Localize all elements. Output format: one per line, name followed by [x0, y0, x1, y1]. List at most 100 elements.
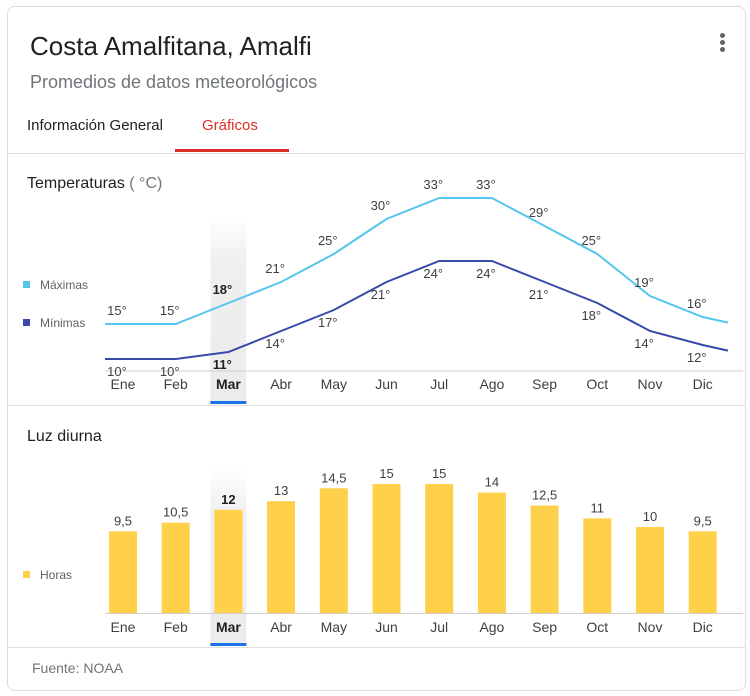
temperature-chart-title: Temperaturas — [27, 175, 125, 192]
max-temperature-label: 33° — [476, 177, 496, 192]
daylight-value-label: 10,5 — [163, 505, 188, 520]
daylight-bar — [425, 484, 454, 613]
max-temperature-label: 19° — [634, 275, 654, 290]
max-temperature-label: 33° — [423, 177, 443, 192]
selected-month-indicator — [210, 643, 247, 646]
daylight-month-label: Dic — [693, 619, 713, 635]
daylight-month-label: Nov — [638, 619, 663, 635]
daylight-value-label: 15 — [432, 466, 446, 481]
active-tab-indicator — [175, 149, 289, 152]
daylight-value-label: 9,5 — [114, 513, 132, 528]
max-temperature-label: 30° — [371, 198, 391, 213]
temperature-month-label: Ene — [111, 376, 136, 392]
daylight-month-label: Ene — [111, 619, 136, 635]
page-subtitle: Promedios de datos meteorológicos — [30, 72, 318, 92]
legend-swatch-horas — [23, 571, 30, 578]
max-temperature-line — [105, 197, 729, 325]
daylight-bar — [636, 527, 664, 613]
min-temperature-label: 12° — [687, 350, 707, 365]
temperature-month-label: Mar — [216, 376, 241, 392]
daylight-month-label: Feb — [164, 619, 188, 635]
daylight-section-title: Luz diurna — [27, 428, 102, 446]
min-temperature-label: 11° — [213, 357, 232, 372]
legend-label-max: Máximas — [40, 278, 88, 292]
daylight-value-label: 11 — [591, 500, 605, 515]
daylight-value-label: 9,5 — [694, 513, 712, 528]
max-temperature-label: 25° — [318, 233, 338, 248]
tab-informacion-general[interactable]: Información General — [27, 117, 163, 134]
daylight-bar — [530, 505, 559, 613]
temperature-section-title: Temperaturas ( °C) — [27, 175, 162, 193]
tabs-divider — [8, 153, 745, 154]
page-title: Costa Amalfitana, Amalfi — [30, 31, 312, 61]
daylight-bar — [583, 518, 612, 613]
daylight-month-label: Jun — [375, 619, 398, 635]
daylight-month-label: Jul — [430, 619, 448, 635]
selected-month-highlight — [210, 217, 247, 401]
temperature-month-label: Jun — [375, 376, 398, 392]
daylight-chart-title: Luz diurna — [27, 428, 102, 445]
temperature-month-label: Jul — [430, 376, 448, 392]
daylight-value-label: 15 — [379, 466, 393, 481]
selected-month-indicator — [210, 401, 247, 404]
min-temperature-label: 10° — [107, 364, 127, 379]
temperature-month-label: Abr — [270, 376, 292, 392]
more-vert-icon[interactable] — [719, 33, 725, 53]
daylight-month-label: Mar — [216, 619, 241, 635]
max-temperature-label: 16° — [687, 296, 707, 311]
daylight-bar — [109, 531, 137, 613]
daylight-bar — [477, 492, 506, 613]
temperature-month-label: May — [321, 376, 347, 392]
max-temperature-label: 18° — [213, 282, 233, 297]
min-temperature-line — [105, 260, 729, 360]
max-temperature-label: 21° — [265, 261, 285, 276]
section-divider — [8, 405, 745, 406]
temperature-month-label: Sep — [532, 376, 557, 392]
max-temperature-label: 15° — [160, 303, 180, 318]
temperature-month-label: Feb — [164, 376, 188, 392]
min-temperature-label: 24° — [476, 266, 496, 281]
min-temperature-label: 14° — [634, 336, 654, 351]
min-temperature-label: 21° — [529, 287, 549, 302]
weather-card: Costa Amalfitana, Amalfi Promedios de da… — [7, 6, 746, 691]
temperature-unit: ( °C) — [129, 175, 163, 192]
daylight-value-label: 14 — [485, 475, 499, 490]
daylight-month-label: May — [321, 619, 347, 635]
legend-label-horas: Horas — [40, 568, 72, 582]
legend-swatch-max — [23, 281, 30, 288]
min-temperature-label: 10° — [160, 364, 180, 379]
daylight-bar — [161, 522, 190, 613]
daylight-bar — [267, 501, 296, 613]
min-temperature-label: 17° — [318, 315, 338, 330]
min-temperature-label: 24° — [423, 266, 443, 281]
min-temperature-label: 21° — [371, 287, 391, 302]
daylight-value-label: 12,5 — [532, 488, 557, 503]
daylight-bar — [688, 531, 717, 613]
tab-graficos[interactable]: Gráficos — [202, 117, 258, 134]
daylight-bar — [214, 509, 243, 613]
max-temperature-label: 25° — [581, 233, 601, 248]
daylight-bar — [372, 484, 401, 613]
legend-swatch-min — [23, 319, 30, 326]
max-temperature-label: 29° — [529, 205, 549, 220]
daylight-month-label: Oct — [586, 619, 608, 635]
daylight-month-label: Sep — [532, 619, 557, 635]
daylight-month-label: Abr — [270, 619, 292, 635]
daylight-value-label: 12 — [221, 492, 235, 507]
weather-charts: 15° 15° 18° 21° 25° 30° 33° 33° 29° 25° 19° 16° 10° 1… — [23, 177, 743, 646]
daylight-value-label: 10 — [643, 509, 657, 524]
footer-divider — [8, 647, 745, 648]
legend-label-min: Mínimas — [40, 316, 85, 330]
min-temperature-label: 18° — [581, 308, 601, 323]
min-temperature-label: 14° — [265, 336, 285, 351]
temperature-month-label: Dic — [693, 376, 713, 392]
max-temperature-label: 15° — [107, 303, 127, 318]
temperature-month-label: Oct — [586, 376, 608, 392]
source-note: Fuente: NOAA — [32, 660, 124, 676]
daylight-bar — [319, 488, 348, 613]
daylight-value-label: 13 — [274, 483, 288, 498]
temperature-month-label: Ago — [479, 376, 504, 392]
daylight-value-label: 14,5 — [321, 470, 346, 485]
temperature-month-label: Nov — [638, 376, 663, 392]
daylight-month-label: Ago — [479, 619, 504, 635]
